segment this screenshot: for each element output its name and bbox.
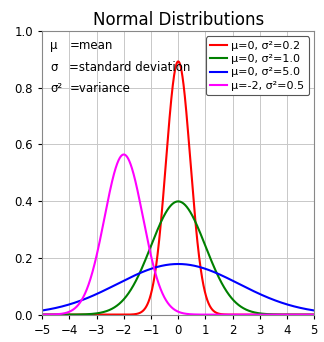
Line: μ=0, σ²=5.0: μ=0, σ²=5.0 [42,264,314,311]
Title: Normal Distributions: Normal Distributions [93,11,264,29]
Text: σ: σ [50,61,58,74]
μ=0, σ²=5.0 [255,290,259,294]
μ=0, σ²=1.0 [305,313,308,317]
μ=0, σ²=5.0 [312,308,316,313]
Text: σ²: σ² [50,82,63,95]
μ=0, σ²=5.0 [54,306,58,310]
μ=0, σ²=0.2 [54,313,58,317]
μ=0, σ²=1.0 [255,311,259,315]
μ=0, σ²=0.2 [40,313,44,317]
μ=0, σ²=0.2 [165,144,169,148]
Text: =variance: =variance [69,82,130,95]
μ=0, σ²=5.0 [172,262,176,266]
μ=-2, σ²=0.5 [166,300,169,304]
μ=0, σ²=5.0 [165,263,169,267]
μ=0, σ²=5.0 [305,307,308,311]
μ=0, σ²=1.0 [172,200,176,205]
Line: μ=0, σ²=1.0: μ=0, σ²=1.0 [42,201,314,315]
μ=0, σ²=1.0 [312,313,316,317]
μ=-2, σ²=0.5 [305,313,308,317]
μ=0, σ²=0.2 [255,313,259,317]
Line: μ=0, σ²=0.2: μ=0, σ²=0.2 [42,62,314,315]
μ=-2, σ²=0.5 [173,308,177,312]
μ=-2, σ²=0.5 [312,313,316,317]
μ=0, σ²=0.2 [305,313,308,317]
μ=0, σ²=5.0 [40,308,44,313]
μ=0, σ²=1.0 [305,313,308,317]
μ=0, σ²=0.2 [172,71,176,75]
Text: =standard deviation: =standard deviation [69,61,191,74]
Line: μ=-2, σ²=0.5: μ=-2, σ²=0.5 [42,155,314,315]
μ=0, σ²=5.0 [305,307,308,311]
μ=0, σ²=0.2 [312,313,316,317]
Text: μ: μ [50,39,58,52]
μ=0, σ²=1.0 [54,313,58,317]
μ=0, σ²=1.0 [165,208,169,212]
μ=-2, σ²=0.5 [40,313,44,317]
Legend: μ=0, σ²=0.2, μ=0, σ²=1.0, μ=0, σ²=5.0, μ=-2, σ²=0.5: μ=0, σ²=0.2, μ=0, σ²=1.0, μ=0, σ²=5.0, μ… [206,36,309,95]
μ=0, σ²=1.0 [176,199,180,203]
μ=-2, σ²=0.5 [122,153,126,157]
μ=0, σ²=0.2 [305,313,308,317]
Text: =mean: =mean [69,39,113,52]
μ=-2, σ²=0.5 [54,312,58,316]
μ=0, σ²=5.0 [176,262,180,266]
μ=0, σ²=0.2 [176,60,180,64]
μ=0, σ²=1.0 [40,313,44,317]
μ=-2, σ²=0.5 [255,313,259,317]
μ=-2, σ²=0.5 [305,313,308,317]
